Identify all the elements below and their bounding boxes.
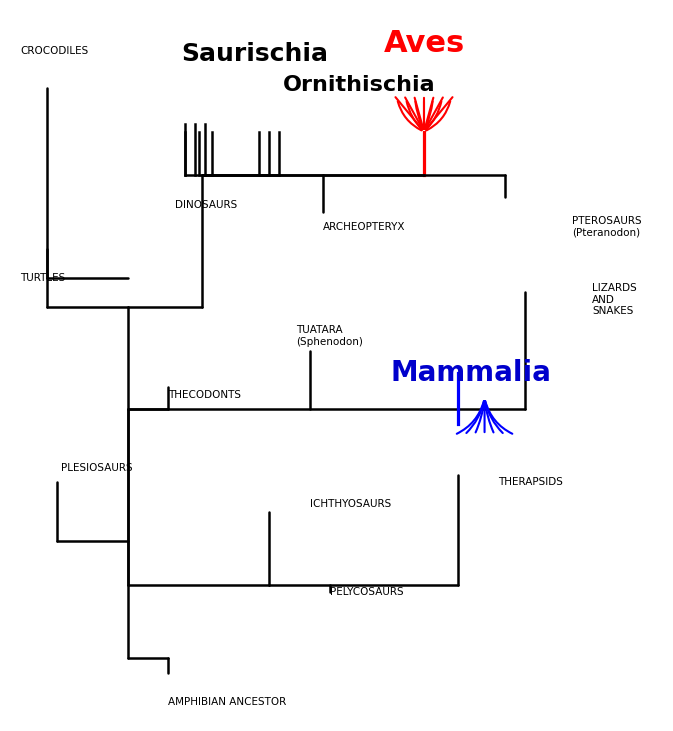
Text: THECODONTS: THECODONTS <box>168 390 241 400</box>
Text: TURTLES: TURTLES <box>20 273 65 283</box>
Text: Ornithischia: Ornithischia <box>283 75 435 95</box>
Text: Saurischia: Saurischia <box>182 42 328 66</box>
Text: ARCHEOPTERYX: ARCHEOPTERYX <box>323 221 406 232</box>
Text: THERAPSIDS: THERAPSIDS <box>498 477 563 488</box>
Text: AMPHIBIAN ANCESTOR: AMPHIBIAN ANCESTOR <box>168 697 287 707</box>
Text: DINOSAURS: DINOSAURS <box>175 200 237 210</box>
Text: PLESIOSAURS: PLESIOSAURS <box>61 463 132 473</box>
Text: LIZARDS
AND
SNAKES: LIZARDS AND SNAKES <box>592 283 637 317</box>
Text: Mammalia: Mammalia <box>390 360 552 387</box>
Text: ICHTHYOSAURS: ICHTHYOSAURS <box>310 499 391 510</box>
Text: TUATARA
(Sphenodon): TUATARA (Sphenodon) <box>296 325 363 347</box>
Text: CROCODILES: CROCODILES <box>20 46 88 56</box>
Text: Aves: Aves <box>384 29 464 58</box>
Text: PELYCOSAURS: PELYCOSAURS <box>330 587 403 597</box>
Text: PTEROSAURS
(Pteranodon): PTEROSAURS (Pteranodon) <box>572 216 641 238</box>
